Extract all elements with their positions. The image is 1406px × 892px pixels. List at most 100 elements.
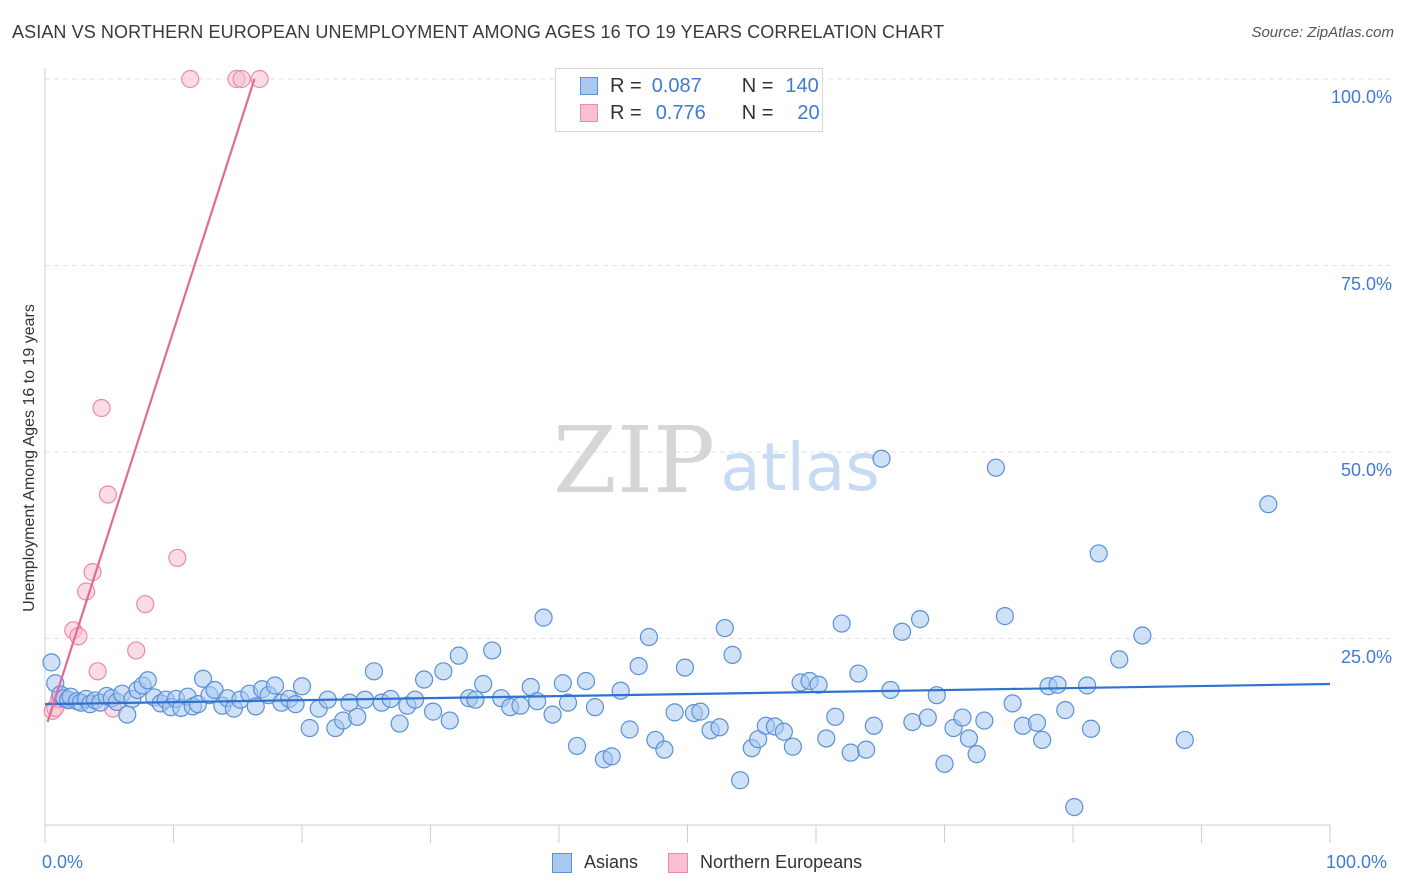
asian-point xyxy=(1110,650,1129,669)
asian-point xyxy=(655,740,674,759)
r-value: 0.776 xyxy=(655,101,706,124)
asian-point xyxy=(710,718,729,737)
asians-swatch xyxy=(580,77,598,95)
northern-european-point xyxy=(181,69,200,89)
watermark-atlas: atlas xyxy=(720,429,880,506)
asian-point xyxy=(1027,713,1047,732)
asian-point xyxy=(405,690,425,709)
y-tick-label: 75.0% xyxy=(1340,273,1392,294)
asian-point xyxy=(1078,676,1097,695)
asian-point xyxy=(1056,701,1075,720)
watermark: ZIP atlas xyxy=(553,407,880,514)
asian-point xyxy=(1003,694,1022,713)
asian-point xyxy=(602,747,621,766)
asian-point xyxy=(665,703,684,722)
asian-point xyxy=(1065,797,1084,817)
asian-point xyxy=(1259,495,1278,514)
asian-point xyxy=(286,695,305,714)
asian-point xyxy=(585,698,605,717)
asian-point xyxy=(1081,719,1101,738)
northern-european-point xyxy=(92,398,111,418)
asians-legend-swatch xyxy=(552,852,572,873)
asian-point xyxy=(348,707,367,726)
asian-point xyxy=(534,608,553,627)
asian-point xyxy=(892,622,912,641)
asian-point xyxy=(967,745,986,764)
asian-point xyxy=(1089,544,1108,563)
northern-european-point xyxy=(136,595,155,614)
asian-point xyxy=(138,671,157,690)
asian-point xyxy=(414,670,434,689)
grid-lines xyxy=(45,78,1392,639)
asian-point xyxy=(832,614,851,633)
asian-point xyxy=(918,708,937,727)
northern-european-point xyxy=(98,485,118,504)
asian-point xyxy=(246,697,265,716)
asian-point xyxy=(857,740,876,759)
asian-point xyxy=(691,702,710,721)
legend-label-northern-europeans: Northern Europeans xyxy=(700,852,863,872)
asian-point xyxy=(292,677,312,696)
asian-point xyxy=(466,690,485,709)
northern-europeans-legend-swatch xyxy=(668,852,689,873)
asian-point xyxy=(543,705,562,724)
trend-lines xyxy=(44,78,1331,723)
asian-point xyxy=(193,669,213,688)
asian-point xyxy=(995,607,1014,626)
watermark-zip: ZIP xyxy=(553,407,715,514)
asian-point xyxy=(639,627,659,647)
northern-europeans-trend-line xyxy=(46,78,256,723)
asian-point xyxy=(440,711,459,730)
correlation-legend: R = 0.087 N = 140 R = 0.776 N = 20 xyxy=(555,68,823,132)
asian-point xyxy=(629,657,648,676)
asian-point xyxy=(731,771,750,790)
asian-point xyxy=(826,707,845,726)
y-tick-label: 50.0% xyxy=(1340,460,1392,480)
asian-point xyxy=(953,708,972,727)
asian-point xyxy=(975,711,994,730)
asian-point xyxy=(449,646,468,665)
asian-point xyxy=(903,712,922,732)
asian-point xyxy=(723,645,742,665)
asian-point xyxy=(576,671,596,691)
northern-europeans-points xyxy=(43,69,269,720)
asian-point xyxy=(611,681,630,700)
asian-point xyxy=(483,641,502,660)
asian-point xyxy=(474,674,493,694)
asian-point xyxy=(434,662,453,681)
asian-point xyxy=(1175,730,1194,750)
asian-point xyxy=(118,705,137,724)
asian-point xyxy=(423,702,443,721)
asian-point xyxy=(1048,675,1067,694)
asian-point xyxy=(817,729,836,748)
legend-item-asians[interactable]: Asians xyxy=(552,852,638,873)
asian-point xyxy=(872,449,891,468)
legend-item-northern-europeans[interactable]: Northern Europeans xyxy=(668,852,862,873)
y-tick-label: 25.0% xyxy=(1340,646,1392,667)
n-value: 140 xyxy=(785,74,819,97)
asian-point xyxy=(42,653,61,672)
asian-point xyxy=(841,743,860,762)
x-tick-label-max: 100.0% xyxy=(1326,852,1388,872)
asian-point xyxy=(390,714,409,733)
asian-point xyxy=(959,729,979,748)
asian-point xyxy=(849,664,868,683)
asian-point xyxy=(715,618,734,638)
x-tick-label-min: 0.0% xyxy=(42,852,84,872)
series-legend: Asians Northern Europeans xyxy=(552,852,892,873)
asians-points xyxy=(42,449,1278,817)
asian-point xyxy=(567,736,587,756)
asian-point xyxy=(774,722,793,741)
r-value: 0.087 xyxy=(651,74,702,97)
asian-point xyxy=(910,610,930,629)
northern-europeans-swatch xyxy=(580,104,598,122)
asian-point xyxy=(783,737,802,756)
asian-point xyxy=(864,716,883,735)
legend-label-asians: Asians xyxy=(584,852,639,872)
asian-point xyxy=(620,720,639,739)
asian-point xyxy=(528,692,547,711)
asian-point xyxy=(364,662,384,681)
asian-point xyxy=(300,718,319,738)
asian-point xyxy=(809,675,828,694)
